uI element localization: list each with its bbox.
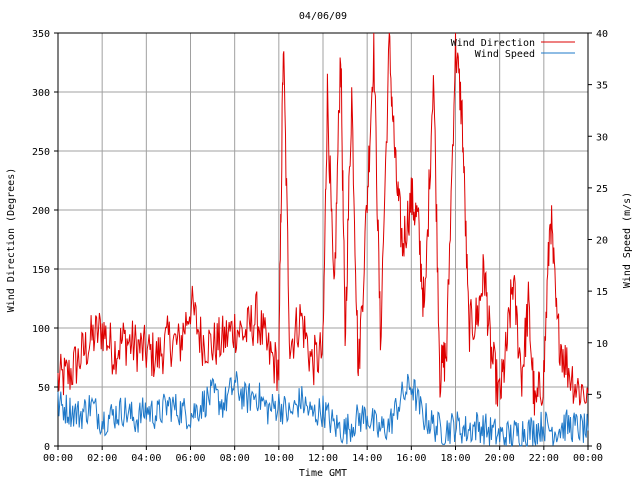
y-right-tick-label: 35 (596, 81, 608, 92)
y-left-tick-label: 150 (32, 265, 50, 276)
x-tick-label: 12:00 (308, 453, 338, 464)
x-tick-label: 22:00 (529, 453, 559, 464)
x-tick-label: 06:00 (175, 453, 205, 464)
x-tick-label: 14:00 (352, 453, 382, 464)
series (57, 32, 589, 448)
y-right-tick-label: 40 (596, 29, 608, 40)
y-right-tick-label: 30 (596, 132, 608, 143)
chart-title: 04/06/09 (299, 11, 347, 22)
x-axis-label: Time GMT (299, 468, 347, 479)
y-left-tick-label: 350 (32, 29, 50, 40)
x-tick-label: 16:00 (396, 453, 426, 464)
x-tick-label: 00:00 (43, 453, 73, 464)
y-axis-right: 0 5 10 15 20 25 30 35 40 (588, 29, 608, 453)
x-tick-label: 10:00 (264, 453, 294, 464)
y-right-tick-label: 20 (596, 236, 608, 247)
grid (58, 32, 588, 446)
series-line-wind-direction (57, 32, 589, 416)
y-right-tick-label: 25 (596, 184, 608, 195)
y-left-tick-label: 100 (32, 324, 50, 335)
y-axis-left: 0 50 100 150 200 250 300 350 (32, 29, 58, 453)
legend: Wind Direction Wind Speed (451, 38, 575, 60)
y-axis-left-label: Wind Direction (Degrees) (6, 168, 17, 313)
y-right-tick-label: 0 (596, 442, 602, 453)
legend-label-wind-speed: Wind Speed (475, 49, 535, 60)
series-line-wind-speed (57, 371, 589, 448)
y-axis-right-label: Wind Speed (m/s) (622, 192, 633, 288)
y-left-tick-label: 250 (32, 147, 50, 158)
x-tick-label: 02:00 (87, 453, 117, 464)
y-left-tick-label: 200 (32, 206, 50, 217)
x-tick-label: 00:00 (573, 453, 603, 464)
x-tick-label: 08:00 (220, 453, 250, 464)
y-right-tick-label: 15 (596, 287, 608, 298)
x-tick-label: 04:00 (131, 453, 161, 464)
x-tick-label: 20:00 (485, 453, 515, 464)
x-axis: 00:00 02:00 04:00 06:00 08:00 10:00 12:00 14:00… (43, 446, 603, 464)
y-right-tick-label: 5 (596, 390, 602, 401)
y-left-tick-label: 50 (38, 383, 50, 394)
y-right-tick-label: 10 (596, 339, 608, 350)
x-tick-label: 18:00 (440, 453, 470, 464)
y-left-tick-label: 300 (32, 88, 50, 99)
legend-label-wind-direction: Wind Direction (451, 38, 535, 49)
y-left-tick-label: 0 (44, 442, 50, 453)
